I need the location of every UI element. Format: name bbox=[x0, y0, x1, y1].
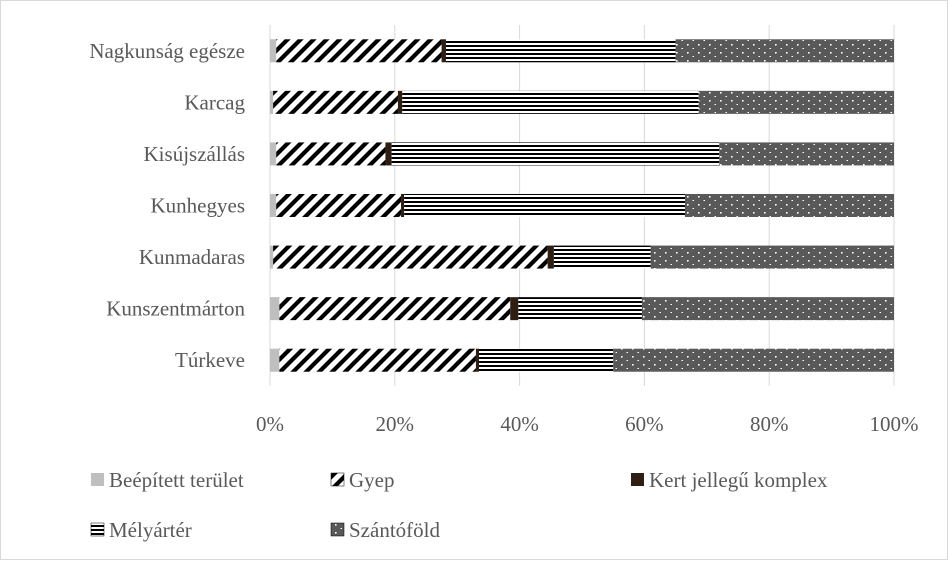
bar-segment-kert-jellegu-komplex-nagkunsag-egesze bbox=[441, 39, 446, 63]
bar-segment-szantofold-kisujszallas bbox=[719, 142, 894, 166]
bar-segments bbox=[270, 39, 894, 372]
bar-segment-melyarter-karcag bbox=[402, 90, 699, 114]
bar-segment-szantofold-kunhegyes bbox=[684, 194, 894, 217]
bar-segment-beepitett-terulet-kunszentmarton bbox=[270, 297, 280, 321]
x-tick-label: 0% bbox=[256, 412, 284, 436]
bar-segment-beepitett-terulet-nagkunsag-egesze bbox=[270, 39, 277, 63]
x-tick-label: 40% bbox=[500, 412, 539, 436]
bar-segment-kert-jellegu-komplex-kunmadaras bbox=[547, 245, 554, 269]
bar-segment-kert-jellegu-komplex-karcag bbox=[397, 90, 403, 114]
x-tick-label: 60% bbox=[625, 412, 664, 436]
legend-label-melyarter: Mélyártér bbox=[109, 518, 192, 542]
bar-segment-kert-jellegu-komplex-kunszentmarton bbox=[510, 297, 519, 321]
x-tick-label: 20% bbox=[376, 412, 415, 436]
legend-label-szantofold: Szántóföld bbox=[349, 518, 440, 542]
legend-swatch-melyarter bbox=[90, 522, 105, 537]
bar-segment-melyarter-nagkunsag-egesze bbox=[445, 39, 676, 63]
bar-segment-beepitett-terulet-karcag bbox=[270, 90, 274, 114]
category-label-kisujszallas: Kisújszállás bbox=[144, 142, 245, 166]
category-label-turkeve: Túrkeve bbox=[175, 348, 245, 372]
bar-segment-kert-jellegu-komplex-kisujszallas bbox=[385, 142, 392, 166]
bar-segment-melyarter-turkeve bbox=[479, 348, 614, 372]
bar-segment-gyep-turkeve bbox=[279, 348, 476, 372]
bar-segment-gyep-kunszentmarton bbox=[279, 297, 511, 321]
x-tick-label: 100% bbox=[870, 412, 919, 436]
category-label-kunhegyes: Kunhegyes bbox=[151, 194, 245, 218]
bar-segment-szantofold-kunmadaras bbox=[650, 245, 894, 269]
bar-segment-gyep-kunmadaras bbox=[273, 245, 548, 269]
bar-segment-gyep-kisujszallas bbox=[276, 142, 386, 166]
legend-label-kert-jellegu-komplex: Kert jellegű komplex bbox=[649, 468, 828, 492]
bar-segment-beepitett-terulet-kunhegyes bbox=[270, 194, 277, 217]
bar-segment-beepitett-terulet-turkeve bbox=[270, 348, 280, 372]
bar-segment-beepitett-terulet-kunmadaras bbox=[270, 245, 274, 269]
bar-segment-szantofold-turkeve bbox=[613, 348, 894, 372]
bar-segment-gyep-kunhegyes bbox=[276, 194, 402, 217]
category-label-karcag: Karcag bbox=[184, 90, 245, 114]
bar-segment-kert-jellegu-komplex-turkeve bbox=[475, 348, 480, 372]
bar-segment-melyarter-kunhegyes bbox=[404, 194, 685, 217]
legend-label-beepitett-terulet: Beépített terület bbox=[109, 468, 244, 492]
category-labels: Nagkunság egésze Karcag Kisújszállás Kunheg… bbox=[89, 39, 245, 372]
legend-swatch-szantofold bbox=[330, 522, 345, 537]
category-label-nagkunsag-egesze: Nagkunság egésze bbox=[89, 39, 245, 63]
category-label-kunmadaras: Kunmadaras bbox=[139, 245, 245, 269]
bar-segment-szantofold-kunszentmarton bbox=[641, 297, 894, 321]
x-axis-tick-labels: 0% 20% 40% 60% 80% 100% bbox=[256, 412, 919, 436]
legend-swatch-kert-jellegu-komplex bbox=[631, 473, 644, 486]
x-tick-label: 80% bbox=[750, 412, 789, 436]
bar-segment-szantofold-nagkunsag-egesze bbox=[675, 39, 894, 63]
legend-swatch-gyep bbox=[330, 472, 345, 487]
category-label-kunszentmarton: Kunszentmárton bbox=[106, 297, 245, 321]
bar-segment-melyarter-kunszentmarton bbox=[518, 297, 642, 321]
legend-label-gyep: Gyep bbox=[349, 468, 395, 492]
bar-segment-gyep-karcag bbox=[273, 90, 398, 114]
legend-swatch-beepitett-terulet bbox=[91, 473, 104, 486]
bar-segment-melyarter-kisujszallas bbox=[391, 142, 720, 166]
legend: Beépített terület Gyep Kert jellegű komple… bbox=[90, 468, 828, 542]
bar-segment-beepitett-terulet-kisujszallas bbox=[270, 142, 277, 166]
bar-segment-kert-jellegu-komplex-kunhegyes bbox=[401, 194, 405, 217]
bar-segment-melyarter-kunmadaras bbox=[553, 245, 651, 269]
bar-segment-gyep-nagkunsag-egesze bbox=[276, 39, 442, 63]
bar-segment-szantofold-karcag bbox=[698, 90, 894, 114]
